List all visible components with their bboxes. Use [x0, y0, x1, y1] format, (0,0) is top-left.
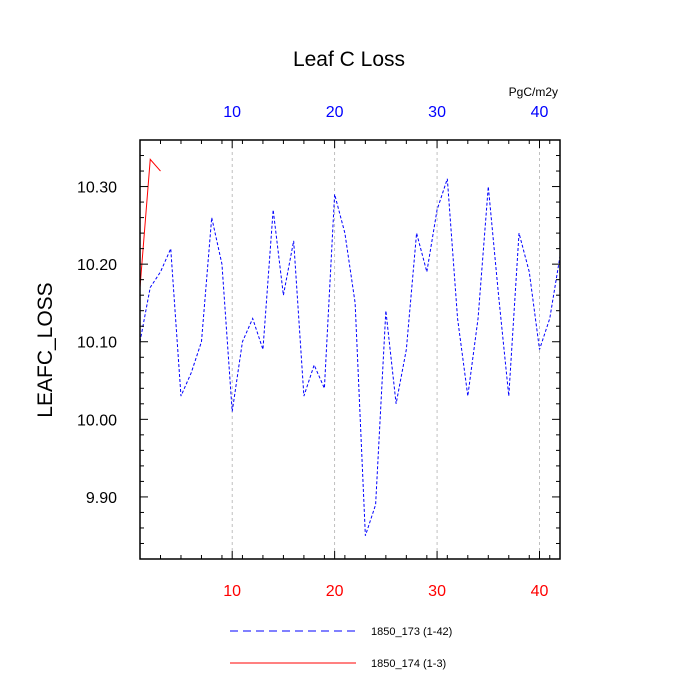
- y-tick-label: 10.30: [77, 180, 117, 197]
- grid-lines: [231, 140, 540, 559]
- x-tick-label-top: 10: [223, 104, 241, 121]
- x-tick-label-top: 20: [326, 104, 344, 121]
- y-tick-label: 10.10: [77, 335, 117, 352]
- x-tick-label-bottom: 10: [223, 583, 241, 600]
- y-axis-label: LEAFC_LOSS: [34, 282, 57, 417]
- series-line-2: [139, 158, 161, 288]
- x-tick-label-top: 40: [531, 104, 549, 121]
- y-tick-label: 10.00: [77, 412, 117, 429]
- series-line-1: [139, 178, 561, 536]
- axes: 10 10 20 20 30 30 40 40 9.90 10.00 10.10 10.20 10.30: [77, 104, 560, 600]
- series-lines: [139, 158, 561, 536]
- legend-label-1: 1850_173 (1-42): [371, 626, 452, 638]
- units-label: PgC/m2y: [509, 85, 558, 99]
- plot-frame: [139, 139, 561, 560]
- legend: 1850_173 (1-42) 1850_174 (1-3): [230, 626, 452, 670]
- legend-label-2: 1850_174 (1-3): [371, 658, 446, 670]
- x-tick-label-top: 30: [428, 104, 446, 121]
- x-tick-label-bottom: 20: [326, 583, 344, 600]
- chart-title: Leaf C Loss: [293, 48, 405, 71]
- x-tick-label-bottom: 30: [428, 583, 446, 600]
- x-tick-label-bottom: 40: [531, 583, 549, 600]
- y-tick-label: 10.20: [77, 257, 117, 274]
- y-tick-label: 9.90: [86, 490, 117, 507]
